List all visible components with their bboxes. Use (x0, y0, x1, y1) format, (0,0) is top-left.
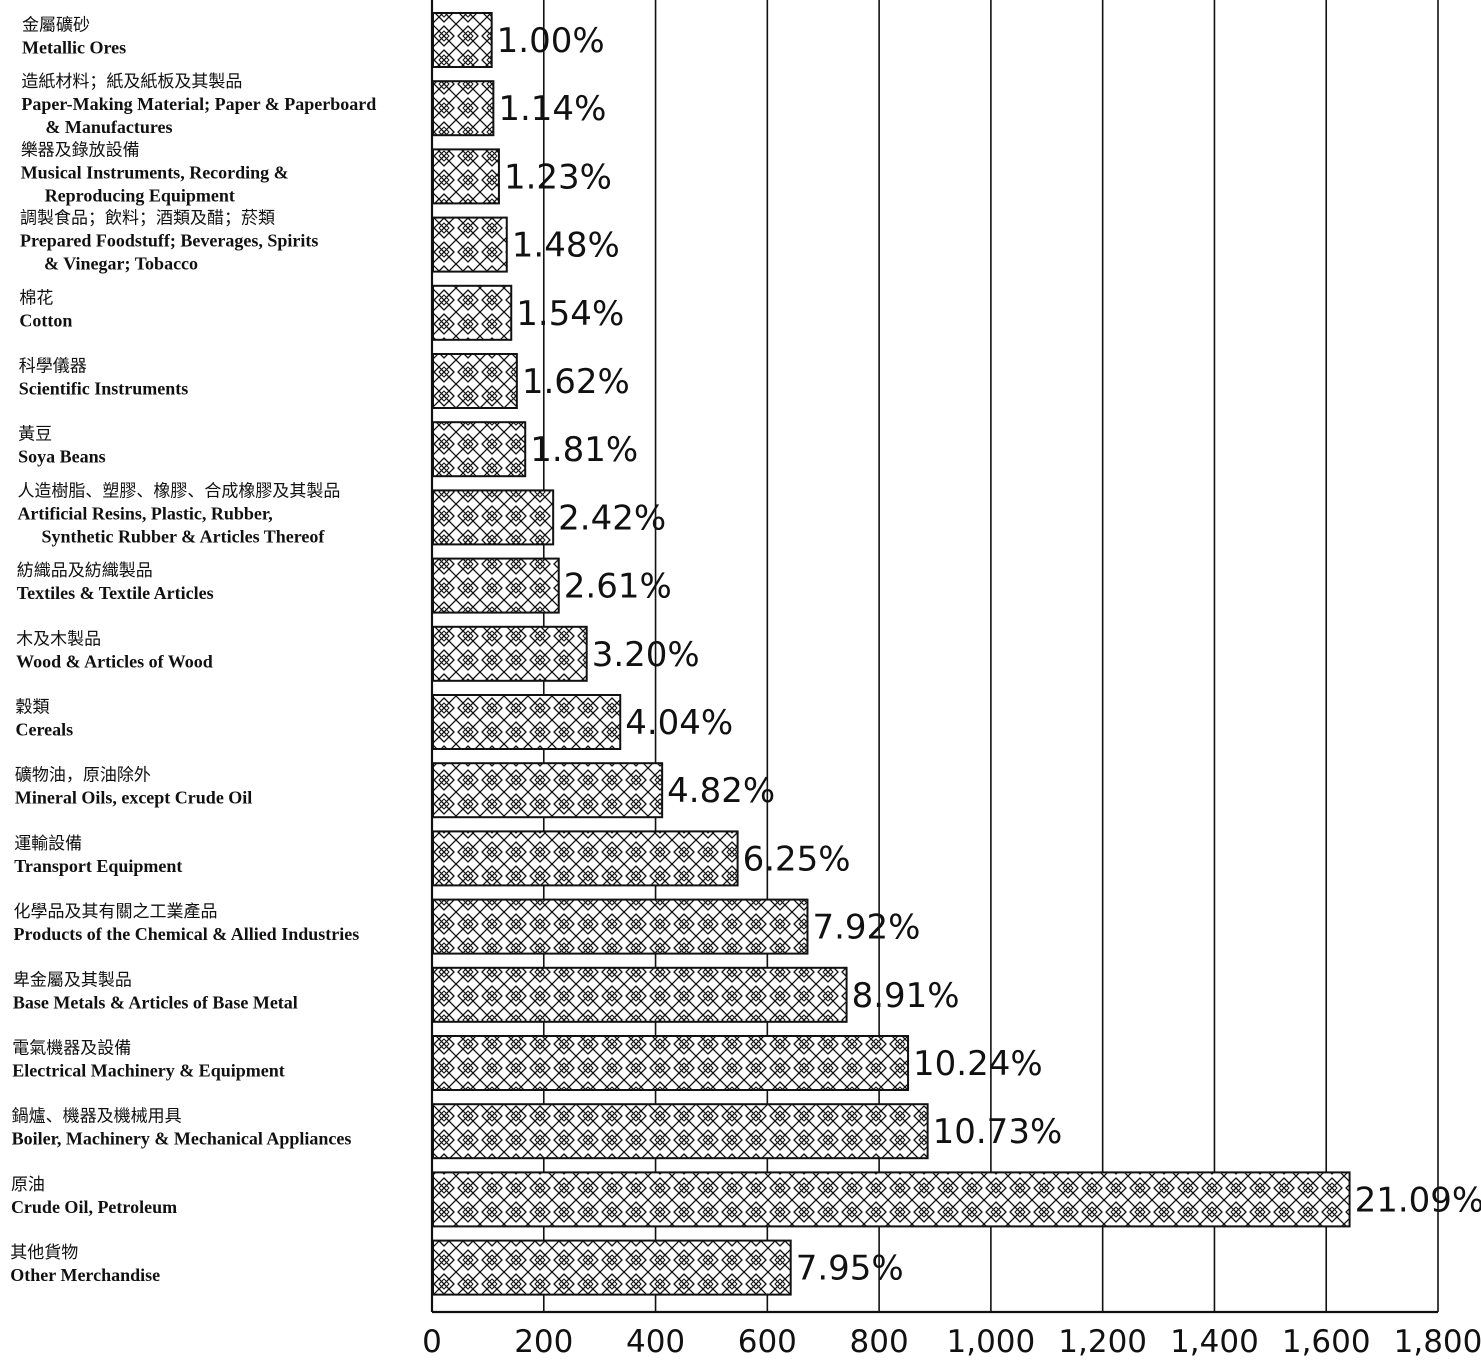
category-label-zh: 原油 (11, 1175, 45, 1195)
bar-value-label: 7.95% (796, 1249, 904, 1289)
x-tick-label: 800 (850, 1324, 909, 1360)
bar-value-label: 1.23% (504, 157, 612, 197)
bar (432, 898, 809, 955)
bar-value-label: 6.25% (743, 839, 851, 879)
category-label-zh: 卑金屬及其製品 (13, 970, 132, 990)
x-axis-ticks: 0 200 400 600 800 1,000 1,200 1,400 1,600 1,800 (422, 1324, 1481, 1360)
category-label-en: Artificial Resins, Plastic, Rubber, (17, 503, 272, 523)
category-label-en: Prepared Foodstuff; Beverages, Spirits (20, 231, 318, 251)
category-label-en: Wood & Articles of Wood (16, 651, 213, 671)
category-label-zh: 棉花 (19, 288, 53, 308)
category-label-en: Musical Instruments, Recording & (21, 162, 289, 182)
x-tick-label: 1,200 (1058, 1324, 1147, 1360)
bar-value-label: 2.42% (558, 498, 666, 538)
category-label-en: Crude Oil, Petroleum (11, 1197, 177, 1217)
category-label-en: Cotton (19, 310, 72, 330)
x-tick-label: 400 (626, 1324, 685, 1360)
bar-value-label: 2.61% (564, 567, 672, 607)
bar (432, 148, 500, 205)
bar (432, 762, 664, 819)
category-label-en: Scientific Instruments (19, 379, 189, 399)
category-label-en: Synthetic Rubber & Articles Thereof (41, 526, 325, 546)
bar-value-label: 21.09% (1355, 1180, 1481, 1220)
bar (432, 12, 493, 68)
bar (432, 216, 508, 273)
bar-value-label: 7.92% (812, 908, 920, 948)
category-label-zh: 鍋爐、機器及機械用具 (12, 1107, 182, 1127)
bar-value-label: 1.48% (512, 226, 620, 266)
value-labels: 1.00% 1.14% 1.23% 1.48% 1.54% 1.62% 1.81% 2.42%… (497, 21, 1481, 1289)
bar-value-label: 3.20% (592, 635, 700, 675)
category-label-en: Transport Equipment (14, 856, 182, 876)
bar-value-label: 8.91% (852, 976, 960, 1016)
bar-value-label: 4.04% (625, 703, 733, 743)
bar (432, 80, 495, 137)
category-label-zh: 樂器及錄放設備 (21, 140, 140, 160)
category-label-en: Boiler, Machinery & Mechanical Appliance… (12, 1129, 352, 1149)
category-label-zh: 科學儀器 (19, 357, 87, 377)
bar (432, 1035, 910, 1091)
category-label-en: & Manufactures (45, 117, 172, 137)
bar (432, 353, 518, 409)
bar (432, 489, 555, 546)
bars (432, 12, 1351, 1296)
category-label-zh: 造紙材料；紙及紙板及其製品 (21, 72, 242, 92)
bar-value-label: 4.82% (667, 771, 775, 811)
category-label-en: Metallic Ores (22, 38, 126, 58)
category-label-en: Cereals (16, 720, 74, 740)
category-label-en: Paper-Making Material; Paper & Paperboar… (21, 94, 376, 114)
category-label-zh: 化學品及其有關之工業產品 (14, 902, 218, 922)
category-label-zh: 黃豆 (18, 425, 52, 445)
bar (432, 421, 527, 478)
category-label-zh: 穀類 (16, 698, 50, 718)
bar (432, 557, 560, 614)
category-label-zh: 木及木製品 (16, 629, 101, 649)
x-tick-label: 1,800 (1394, 1324, 1481, 1360)
category-label-en: Other Merchandise (10, 1265, 160, 1285)
category-label-zh: 電氣機器及設備 (12, 1039, 131, 1059)
bar-value-label: 1.81% (530, 430, 638, 470)
category-label-en: Soya Beans (18, 447, 106, 467)
x-tick-label: 1,400 (1170, 1324, 1259, 1360)
category-label-zh: 運輸設備 (14, 834, 82, 854)
bar (432, 625, 588, 682)
bar-value-label: 1.62% (522, 362, 630, 402)
category-label-en: Mineral Oils, except Crude Oil (15, 788, 252, 808)
category-label-zh: 紡織品及紡織製品 (17, 561, 153, 581)
category-label-en: Electrical Machinery & Equipment (12, 1061, 284, 1081)
category-label-zh: 調製食品；飲料；酒類及醋；菸類 (20, 209, 275, 229)
category-label-en: Reproducing Equipment (45, 185, 235, 205)
x-tick-label: 1,600 (1282, 1324, 1371, 1360)
bar-value-label: 1.14% (498, 89, 606, 129)
bar-value-label: 1.00% (497, 21, 605, 61)
category-label-zh: 人造樹脂、塑膠、橡膠、合成橡膠及其製品 (17, 481, 340, 501)
bar (432, 284, 513, 341)
bar (432, 1239, 792, 1296)
category-label-en: & Vinegar; Tobacco (44, 254, 198, 274)
category-label-zh: 礦物油，原油除外 (15, 766, 151, 786)
bar (432, 1103, 929, 1160)
bar (432, 830, 739, 887)
x-tick-label: 200 (514, 1324, 573, 1360)
category-label-zh: 其他貨物 (10, 1243, 78, 1263)
category-label-en: Textiles & Textile Articles (17, 583, 214, 603)
bar (432, 966, 848, 1023)
category-label-zh: 金屬礦砂 (22, 16, 90, 36)
x-tick-label: 0 (422, 1324, 442, 1360)
bar-value-label: 10.73% (933, 1112, 1063, 1152)
bar (432, 694, 622, 750)
x-tick-label: 600 (738, 1324, 797, 1360)
x-tick-label: 1,000 (947, 1324, 1036, 1360)
bar-value-label: 10.24% (913, 1044, 1043, 1084)
bar-value-label: 1.54% (516, 294, 624, 334)
category-label-en: Products of the Chemical & Allied Indust… (14, 924, 360, 944)
category-label-en: Base Metals & Articles of Base Metal (13, 992, 298, 1012)
bar (432, 1171, 1351, 1228)
gridlines (430, 0, 1439, 1314)
